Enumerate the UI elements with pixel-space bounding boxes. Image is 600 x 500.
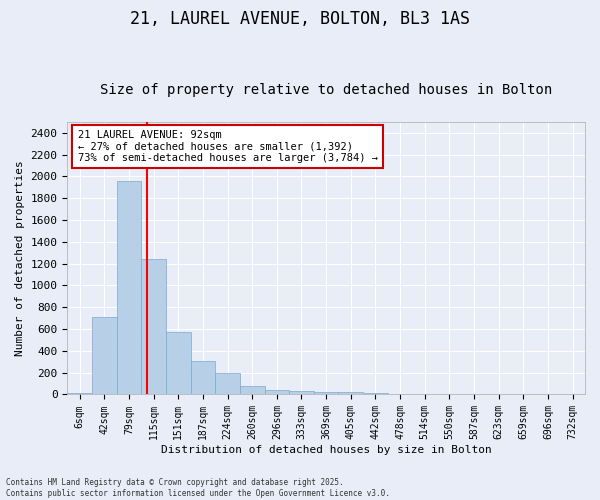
Text: 21, LAUREL AVENUE, BOLTON, BL3 1AS: 21, LAUREL AVENUE, BOLTON, BL3 1AS (130, 10, 470, 28)
X-axis label: Distribution of detached houses by size in Bolton: Distribution of detached houses by size … (161, 445, 491, 455)
Bar (92, 317, 116, 394)
Bar (289, 391, 314, 394)
Text: Contains HM Land Registry data © Crown copyright and database right 2025.
Contai: Contains HM Land Registry data © Crown c… (6, 478, 390, 498)
Bar (240, 386, 265, 394)
Bar (363, 393, 388, 394)
Bar (116, 180, 141, 394)
Bar (141, 259, 166, 394)
Y-axis label: Number of detached properties: Number of detached properties (15, 160, 25, 356)
Title: Size of property relative to detached houses in Bolton: Size of property relative to detached ho… (100, 83, 552, 97)
Bar (314, 392, 338, 394)
Bar (215, 372, 240, 394)
Bar (191, 361, 215, 394)
Bar (166, 332, 191, 394)
Text: 21 LAUREL AVENUE: 92sqm
← 27% of detached houses are smaller (1,392)
73% of semi: 21 LAUREL AVENUE: 92sqm ← 27% of detache… (77, 130, 377, 163)
Bar (338, 392, 363, 394)
Bar (265, 390, 289, 394)
